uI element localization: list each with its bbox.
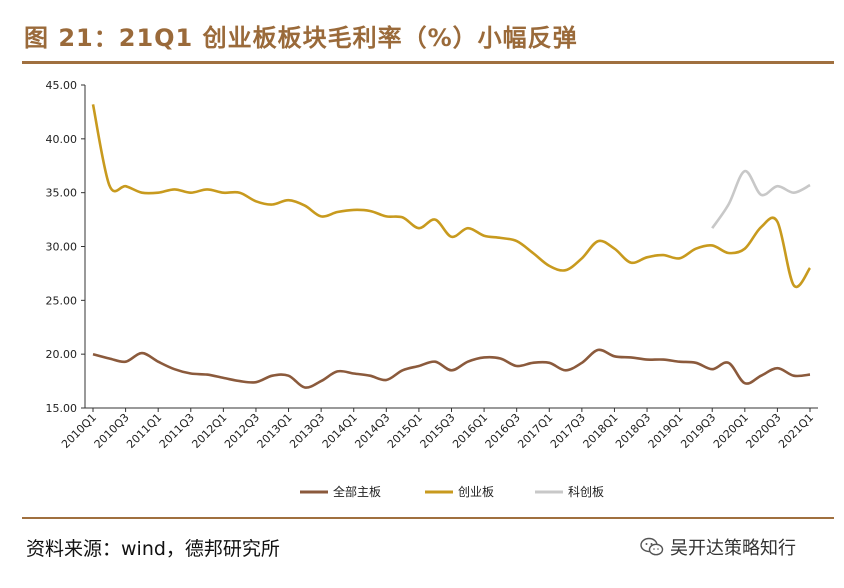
x-tick-label: 2015Q3 <box>418 411 458 451</box>
page-title: 图 21：21Q1 创业板板块毛利率（%）小幅反弹 <box>24 24 578 52</box>
title-divider <box>22 61 834 64</box>
legend-label-star: 科创板 <box>568 485 604 499</box>
x-tick-label: 2011Q3 <box>157 411 197 451</box>
x-tick-label: 2016Q1 <box>450 411 490 451</box>
series-line-chinext <box>91 104 812 289</box>
wechat-icon <box>640 537 664 556</box>
x-tick-label: 2013Q3 <box>287 411 327 451</box>
x-tick-label: 2017Q1 <box>515 411 555 451</box>
x-tick-label: 2016Q3 <box>483 411 523 451</box>
x-tick-label: 2012Q3 <box>222 411 262 451</box>
legend-label-main_board: 全部主板 <box>333 484 381 499</box>
y-tick-label: 25.00 <box>46 294 78 307</box>
y-tick-label: 20.00 <box>46 348 78 361</box>
y-tick-label: 30.00 <box>46 241 78 254</box>
chart-axes: 15.00 20.00 25.00 30.00 35.00 40.00 45.00 2010Q… <box>46 79 818 451</box>
x-tick-label: 2014Q3 <box>352 411 392 451</box>
x-tick-label: 2021Q1 <box>776 411 816 451</box>
line-chart: 15.00 20.00 25.00 30.00 35.00 40.00 45.00 2010Q… <box>46 79 818 499</box>
x-tick-label: 2020Q1 <box>711 411 751 451</box>
x-tick-label: 2019Q1 <box>646 411 686 451</box>
source-note: 资料来源：wind，德邦研究所 <box>26 538 280 560</box>
chart-series <box>91 104 812 389</box>
y-tick-label: 35.00 <box>46 187 78 200</box>
watermark: 吴开达策略知行 <box>640 534 796 560</box>
chart-legend: 全部主板 创业板 科创板 <box>300 484 604 499</box>
x-tick-label: 2012Q1 <box>189 411 229 451</box>
x-tick-label: 2010Q3 <box>92 411 132 451</box>
y-tick-label: 40.00 <box>46 133 78 146</box>
y-tick-label: 45.00 <box>46 79 78 92</box>
legend-label-chinext: 创业板 <box>458 485 494 499</box>
x-tick-label: 2015Q1 <box>385 411 425 451</box>
x-tick-label: 2018Q1 <box>581 411 621 451</box>
x-tick-label: 2019Q3 <box>678 411 718 451</box>
x-tick-label: 2010Q1 <box>59 411 99 451</box>
x-tick-label: 2018Q3 <box>613 411 653 451</box>
x-tick-label: 2014Q1 <box>320 411 360 451</box>
series-line-star <box>711 169 811 229</box>
x-tick-label: 2017Q3 <box>548 411 588 451</box>
watermark-text: 吴开达策略知行 <box>670 538 796 559</box>
x-tick-label: 2011Q1 <box>124 411 164 451</box>
series-line-main_board <box>92 348 811 389</box>
x-tick-label: 2013Q1 <box>255 411 295 451</box>
x-tick-label: 2020Q3 <box>743 411 783 451</box>
y-tick-label: 15.00 <box>46 402 78 415</box>
footer-divider <box>22 517 834 519</box>
